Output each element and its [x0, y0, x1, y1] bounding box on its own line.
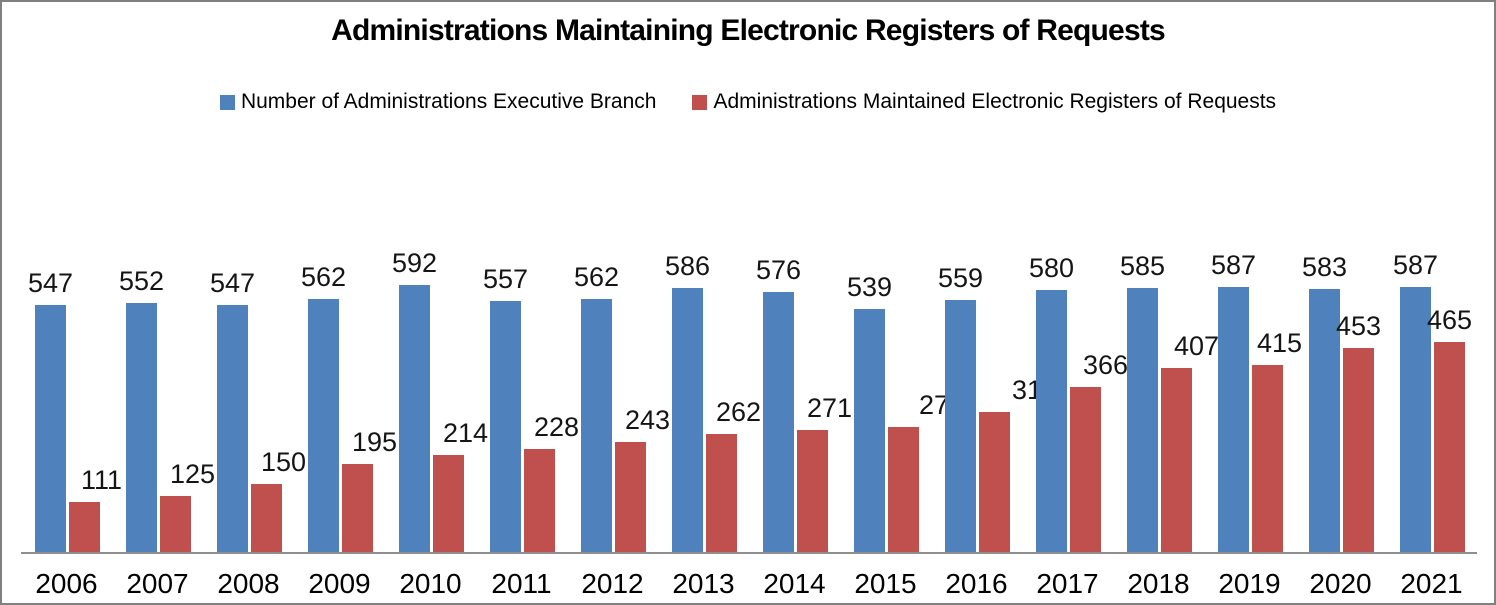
x-axis-label: 2006 [35, 568, 98, 599]
value-label: 547 [27, 268, 74, 298]
value-label: 580 [1028, 253, 1075, 283]
executive-branch-bar [35, 305, 66, 552]
legend-item-executive: Number of Administrations Executive Bran… [219, 90, 657, 114]
electronic-register-bar [888, 427, 919, 552]
electronic-register-bar [1252, 365, 1283, 552]
value-label: 585 [1119, 251, 1166, 281]
electronic-register-bar [979, 412, 1010, 552]
electronic-register-bar [615, 442, 646, 552]
electronic-register-bar [706, 434, 737, 552]
value-label: 562 [573, 262, 620, 292]
executive-branch-bar [854, 309, 885, 552]
electronic-register-bar [524, 449, 555, 552]
x-axis-label: 2021 [1400, 568, 1463, 599]
value-label: 559 [937, 263, 984, 293]
value-label: 552 [118, 266, 165, 296]
value-label: 587 [1392, 250, 1439, 280]
executive-branch-bar [1127, 288, 1158, 552]
value-label: 214 [442, 418, 489, 448]
executive-branch-bar [763, 292, 794, 552]
chart-title: Administrations Maintaining Electronic R… [331, 14, 1166, 47]
executive-branch-bar [1218, 287, 1249, 552]
value-label: 453 [1335, 311, 1382, 341]
executive-branch-bar [1036, 290, 1067, 552]
value-label: 557 [482, 264, 529, 294]
electronic-register-bar [1343, 348, 1374, 552]
electronic-register-bar [1070, 387, 1101, 552]
legend-swatch-red-icon [692, 94, 708, 110]
x-axis-label: 2020 [1309, 568, 1372, 599]
electronic-register-bar [69, 502, 100, 552]
value-label: 407 [1173, 331, 1220, 361]
x-axis-label: 2008 [217, 568, 280, 599]
value-label: 271 [806, 393, 853, 423]
value-label: 547 [209, 268, 256, 298]
value-label: 583 [1301, 252, 1348, 282]
value-label: 366 [1082, 350, 1129, 380]
x-axis-label: 2017 [1036, 568, 1099, 599]
x-axis-label: 2014 [763, 568, 826, 599]
legend-label-executive: Number of Administrations Executive Bran… [240, 90, 657, 113]
x-axis-label: 2012 [581, 568, 644, 599]
x-axis-label: 2015 [854, 568, 917, 599]
electronic-register-bar [160, 496, 191, 552]
value-label: 465 [1426, 305, 1473, 335]
value-label: 586 [664, 251, 711, 281]
x-axis-label: 2019 [1218, 568, 1281, 599]
legend: Number of Administrations Executive Bran… [2, 90, 1494, 114]
executive-branch-bar [399, 285, 430, 552]
value-label: 243 [624, 405, 671, 435]
x-axis-label: 2010 [399, 568, 462, 599]
electronic-register-bar [433, 455, 464, 552]
electronic-register-bar [1434, 342, 1465, 552]
executive-branch-bar [945, 300, 976, 552]
legend-item-registers: Administrations Maintained Electronic Re… [692, 90, 1276, 114]
value-label: 125 [169, 459, 216, 489]
executive-branch-bar [490, 301, 521, 552]
plot-area: 547 111 2006 552 125 2007 547 150 2008 562 195 2009… [21, 250, 1477, 598]
value-label: 195 [351, 427, 398, 457]
value-label: 228 [533, 412, 580, 442]
x-axis-label: 2011 [491, 568, 552, 599]
x-axis-label: 2013 [672, 568, 735, 599]
electronic-register-bar [797, 430, 828, 552]
value-label: 592 [391, 248, 438, 278]
legend-label-registers: Administrations Maintained Electronic Re… [713, 90, 1277, 113]
x-axis-label: 2018 [1127, 568, 1190, 599]
value-label: 262 [715, 397, 762, 427]
value-label: 415 [1256, 328, 1303, 358]
electronic-register-bar [251, 484, 282, 552]
executive-branch-bar [126, 303, 157, 552]
executive-branch-bar [672, 288, 703, 552]
value-label: 587 [1210, 250, 1257, 280]
x-axis-label: 2016 [945, 568, 1008, 599]
executive-branch-bar [217, 305, 248, 552]
electronic-register-bar [1161, 368, 1192, 552]
value-label: 576 [755, 255, 802, 285]
value-label: 539 [846, 272, 893, 302]
value-label: 150 [260, 447, 307, 477]
value-label: 111 [80, 465, 123, 495]
executive-branch-bar [1400, 287, 1431, 552]
electronic-register-bar [342, 464, 373, 552]
executive-branch-bar [308, 299, 339, 552]
executive-branch-bar [581, 299, 612, 552]
value-label: 562 [300, 262, 347, 292]
executive-branch-bar [1309, 289, 1340, 552]
legend-swatch-blue-icon [219, 94, 235, 110]
x-axis-label: 2009 [308, 568, 371, 599]
x-axis-label: 2007 [126, 568, 189, 599]
x-axis-line [21, 552, 1477, 554]
